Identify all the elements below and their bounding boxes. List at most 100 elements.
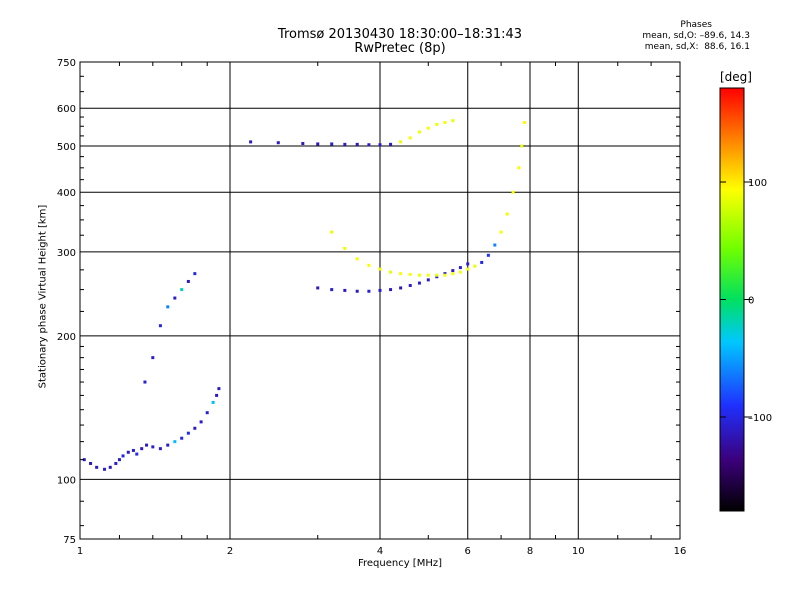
data-point: [151, 445, 155, 449]
data-point: [117, 458, 121, 462]
x-tick-label: 16: [674, 546, 687, 557]
data-point: [276, 141, 280, 145]
data-point: [493, 243, 497, 247]
data-point: [343, 288, 347, 292]
data-point: [511, 190, 515, 194]
data-point: [343, 246, 347, 250]
y-tick-label: 100: [57, 475, 76, 486]
phase-line-o: mean, sd,O: –89.6, 14.3: [642, 31, 750, 41]
data-point: [180, 436, 184, 440]
data-point: [166, 443, 170, 447]
data-point: [330, 142, 334, 146]
data-point: [523, 121, 527, 125]
data-point: [103, 467, 107, 471]
data-point: [158, 447, 162, 451]
data-point: [466, 262, 470, 266]
data-point: [517, 166, 521, 170]
y-tick-label: 75: [63, 535, 76, 546]
data-point: [408, 283, 412, 287]
data-point: [435, 273, 439, 277]
data-point: [186, 431, 190, 435]
data-point: [389, 270, 393, 274]
data-point: [108, 465, 112, 469]
data-point: [486, 253, 490, 257]
data-point: [330, 230, 334, 234]
data-point: [458, 270, 462, 274]
data-point: [378, 267, 382, 271]
data-point: [451, 272, 455, 276]
data-point: [426, 126, 430, 130]
data-point: [378, 288, 382, 292]
plot-frame: [79, 61, 681, 540]
colorbar-tick-label: 100: [748, 178, 767, 189]
data-point: [193, 426, 197, 430]
data-point: [367, 143, 371, 147]
data-point: [143, 380, 147, 384]
data-point: [173, 296, 177, 300]
x-tick-label: 8: [527, 546, 533, 557]
data-point: [180, 288, 184, 292]
data-point: [135, 452, 139, 456]
y-tick-label: 600: [57, 104, 76, 115]
data-point: [126, 450, 130, 454]
data-point: [389, 142, 393, 146]
x-tick-label: 10: [572, 546, 585, 557]
data-point: [435, 122, 439, 126]
data-point: [355, 257, 359, 261]
data-point: [466, 267, 470, 271]
y-tick-label: 300: [57, 248, 76, 259]
data-point: [249, 140, 253, 144]
data-point: [520, 144, 524, 148]
data-point: [316, 142, 320, 146]
data-point: [426, 273, 430, 277]
colorbar-tick-label: –100: [748, 413, 772, 424]
data-point: [505, 212, 509, 216]
data-point: [367, 289, 371, 293]
data-point: [355, 289, 359, 293]
chart-title: Tromsø 20130430 18:30:00–18:31:43: [277, 27, 523, 42]
data-point: [205, 411, 209, 415]
x-axis-label: Frequency [MHz]: [357, 558, 443, 569]
colorbar-label: [deg]: [720, 70, 752, 84]
x-tick-label: 4: [377, 546, 383, 557]
y-tick-label: 200: [57, 332, 76, 343]
y-tick-label: 500: [57, 142, 76, 153]
data-point: [301, 142, 305, 146]
data-point: [426, 278, 430, 282]
data-point: [151, 356, 155, 360]
phase-statistics: Phases mean, sd,O: –89.6, 14.3 mean, sd,…: [642, 20, 750, 53]
data-point: [367, 263, 371, 267]
data-point: [458, 266, 462, 270]
data-point: [343, 142, 347, 146]
data-point: [173, 440, 177, 444]
data-point: [145, 443, 149, 447]
data-point: [451, 269, 455, 273]
data-point: [378, 143, 382, 147]
data-point: [499, 230, 503, 234]
y-tick-label: 400: [57, 188, 76, 199]
data-point: [443, 273, 447, 277]
data-point: [417, 281, 421, 285]
y-tick-label: 750: [57, 58, 76, 69]
data-point: [316, 286, 320, 290]
data-point: [435, 275, 439, 279]
data-point: [186, 279, 190, 283]
data-point: [443, 272, 447, 276]
data-point: [217, 387, 221, 391]
data-point: [473, 264, 477, 268]
x-tick-label: 1: [77, 546, 83, 557]
data-point: [199, 420, 203, 424]
data-point: [451, 119, 455, 123]
data-point: [193, 272, 197, 276]
phase-heading: Phases: [680, 20, 712, 30]
x-tick-label: 6: [465, 546, 471, 557]
data-point: [417, 130, 421, 134]
data-point: [215, 393, 219, 397]
data-point: [158, 324, 162, 328]
data-point: [408, 272, 412, 276]
data-point: [140, 447, 144, 451]
data-point: [443, 121, 447, 125]
data-point: [131, 448, 135, 452]
data-point: [408, 136, 412, 140]
